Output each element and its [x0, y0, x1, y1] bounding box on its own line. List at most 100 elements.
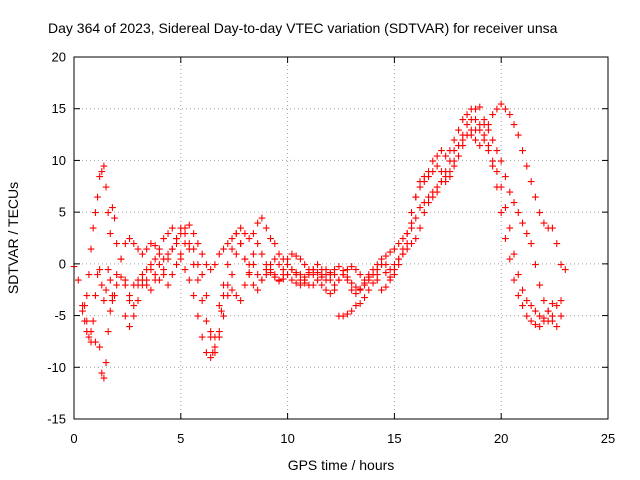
data-point: +: [318, 270, 326, 285]
data-point: +: [549, 314, 557, 329]
data-point: +: [237, 221, 245, 236]
data-point: +: [211, 330, 219, 345]
data-point: +: [134, 294, 142, 309]
data-point: +: [224, 257, 232, 272]
data-point: +: [288, 247, 296, 262]
data-point: +: [472, 123, 480, 138]
data-point: +: [348, 283, 356, 298]
data-point: +: [228, 268, 236, 283]
data-point: +: [352, 286, 360, 301]
data-point: +: [220, 309, 228, 324]
data-point: +: [459, 128, 467, 143]
data-point: +: [467, 102, 475, 117]
data-point: +: [326, 286, 334, 301]
data-point: +: [326, 266, 334, 281]
data-point: +: [412, 190, 420, 205]
y-axis-label: SDTVAR / TECUs: [5, 182, 21, 294]
data-point: +: [561, 263, 569, 278]
data-point: +: [126, 288, 134, 303]
data-point: +: [177, 226, 185, 241]
data-point: +: [506, 185, 514, 200]
data-point: +: [147, 283, 155, 298]
data-point: +: [553, 237, 561, 252]
data-point: +: [121, 278, 129, 293]
data-point: +: [322, 263, 330, 278]
data-point: +: [111, 288, 119, 303]
data-point: +: [104, 325, 112, 340]
data-point: +: [506, 107, 514, 122]
data-point: +: [241, 226, 249, 241]
data-point: +: [472, 133, 480, 148]
data-point: +: [194, 273, 202, 288]
data-point: +: [250, 226, 258, 241]
data-point: +: [510, 195, 518, 210]
data-point: +: [544, 221, 552, 236]
data-point: +: [536, 309, 544, 324]
data-point: +: [365, 268, 373, 283]
data-point: +: [395, 252, 403, 267]
data-point: +: [416, 221, 424, 236]
data-point: +: [305, 268, 313, 283]
data-point: +: [134, 278, 142, 293]
data-point: +: [484, 138, 492, 153]
data-point: +: [156, 242, 164, 257]
data-point: +: [309, 268, 317, 283]
data-point: +: [177, 247, 185, 262]
data-point: +: [91, 206, 99, 221]
data-point: +: [228, 232, 236, 247]
data-point: +: [412, 211, 420, 226]
data-point: +: [326, 273, 334, 288]
data-point: +: [250, 247, 258, 262]
data-point: +: [254, 268, 262, 283]
data-point: +: [198, 330, 206, 345]
data-point: +: [87, 325, 95, 340]
data-point: +: [506, 221, 514, 236]
data-point: +: [194, 237, 202, 252]
data-point: +: [126, 319, 134, 334]
data-point: +: [553, 299, 561, 314]
data-point: +: [126, 294, 134, 309]
data-point: +: [151, 273, 159, 288]
data-point: +: [493, 144, 501, 159]
data-point: +: [297, 268, 305, 283]
data-point: +: [403, 237, 411, 252]
data-point: +: [284, 252, 292, 267]
data-point: +: [301, 273, 309, 288]
data-point: +: [109, 288, 117, 303]
data-point: +: [262, 257, 270, 272]
data-point: +: [472, 113, 480, 128]
data-point: +: [106, 226, 114, 241]
data-point: +: [557, 309, 565, 324]
data-point: +: [450, 154, 458, 169]
data-point: +: [250, 257, 258, 272]
data-point: +: [309, 263, 317, 278]
data-point: +: [352, 299, 360, 314]
data-point: +: [279, 263, 287, 278]
data-point: +: [106, 304, 114, 319]
data-point: +: [361, 276, 369, 291]
data-point: +: [416, 180, 424, 195]
data-point: +: [207, 350, 215, 365]
data-point: +: [446, 164, 454, 179]
data-point: +: [211, 345, 219, 360]
data-point: +: [480, 133, 488, 148]
data-point: +: [305, 266, 313, 281]
data-point: +: [365, 270, 373, 285]
data-point: +: [476, 100, 484, 115]
data-point: +: [89, 314, 97, 329]
data-point: +: [493, 180, 501, 195]
data-point: +: [549, 221, 557, 236]
data-point: +: [403, 242, 411, 257]
data-point: +: [433, 159, 441, 174]
data-point: +: [79, 299, 87, 314]
data-point: +: [258, 211, 266, 226]
data-point: +: [258, 273, 266, 288]
axes-ticks: 0 5 10 15 20 25 -15 -10 -5 0 5 10 15 20: [47, 50, 615, 447]
data-point: +: [113, 278, 121, 293]
data-point: +: [258, 273, 266, 288]
data-point: +: [198, 294, 206, 309]
data-point: +: [386, 245, 394, 260]
data-point: +: [232, 288, 240, 303]
chart-title: Day 364 of 2023, Sidereal Day-to-day VTE…: [48, 20, 558, 36]
y-tick-label: -10: [47, 360, 66, 375]
